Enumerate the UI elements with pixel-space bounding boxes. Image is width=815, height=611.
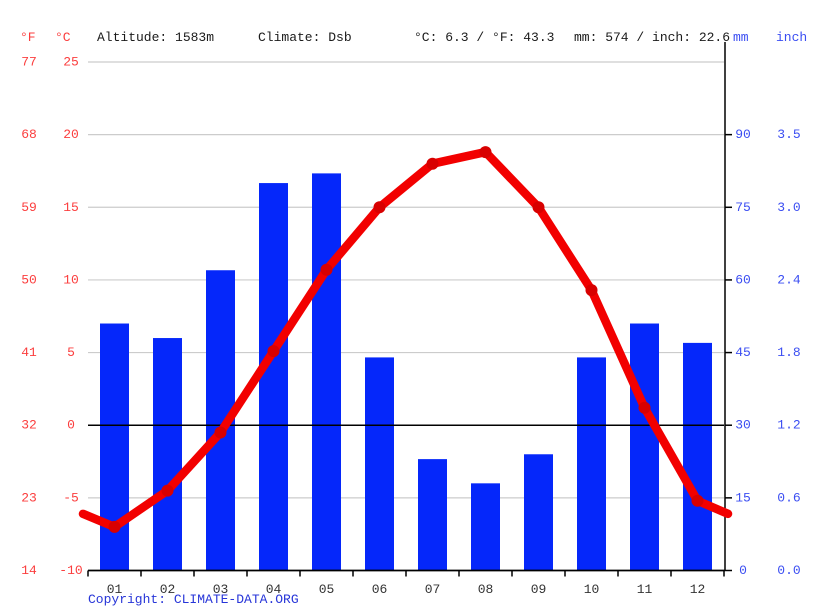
left-axis-f-label: 41 [21, 345, 37, 360]
copyright-label: Copyright: [88, 592, 174, 607]
temperature-marker-01 [108, 520, 121, 533]
right-axis-mm-label: 60 [735, 272, 751, 287]
month-label-07: 07 [425, 582, 441, 597]
right-axis-inch-label: 3.0 [777, 200, 800, 215]
left-axis-f-label: 14 [21, 563, 37, 578]
precipitation-bar-04 [259, 183, 288, 571]
temperature-marker-03 [214, 426, 227, 439]
left-axis-c-label: 10 [63, 272, 79, 287]
right-axis-inch-label: 1.2 [777, 418, 800, 433]
copyright-link[interactable]: CLIMATE-DATA.ORG [173, 592, 299, 607]
right-axis-mm-label: 15 [735, 490, 751, 505]
temperature-marker-04 [267, 345, 280, 358]
right-axis-mm-label: 75 [735, 200, 751, 215]
precipitation-bar-10 [577, 357, 606, 571]
right-axis-mm-label: 45 [735, 345, 751, 360]
celsius-axis-unit-label: °C [55, 30, 71, 45]
right-axis-mm-label: 30 [735, 418, 751, 433]
temperature-marker-11 [638, 401, 651, 414]
month-label-04: 04 [266, 582, 282, 597]
left-axis-c-label: 25 [63, 55, 79, 70]
left-axis-f-label: 77 [21, 55, 37, 70]
temperature-marker-12 [691, 494, 704, 507]
mm-axis-unit-label: mm [733, 30, 749, 45]
right-axis-inch-label: 2.4 [777, 272, 801, 287]
precipitation-bar-08 [471, 483, 500, 571]
precipitation-bar-02 [153, 338, 182, 571]
climate-classification-label: Climate: Dsb [258, 30, 352, 45]
right-axis-mm-label: 90 [735, 127, 751, 142]
month-label-12: 12 [690, 582, 706, 597]
month-label-03: 03 [213, 582, 229, 597]
month-label-05: 05 [319, 582, 335, 597]
temperature-marker-05 [320, 263, 333, 276]
inch-axis-unit-label: inch [776, 30, 808, 45]
left-axis-f-label: 59 [21, 200, 37, 215]
altitude-label: Altitude: 1583m [97, 30, 215, 45]
left-axis-c-label: 15 [63, 200, 79, 215]
precipitation-bar-09 [524, 454, 553, 571]
temperature-marker-08 [479, 146, 492, 159]
temperature-marker-09 [532, 201, 545, 214]
month-label-06: 06 [372, 582, 388, 597]
month-label-09: 09 [531, 582, 547, 597]
month-label-08: 08 [478, 582, 494, 597]
precipitation-bar-06 [365, 357, 394, 571]
right-axis-inch-label: 0.0 [777, 563, 800, 578]
right-axis-inch-label: 3.5 [777, 127, 800, 142]
temperature-line [78, 147, 733, 532]
left-axis-f-label: 32 [21, 418, 37, 433]
month-label-10: 10 [584, 582, 600, 597]
right-axis-inch-label: 0.6 [777, 490, 800, 505]
temperature-marker-02 [161, 484, 174, 497]
month-label-02: 02 [160, 582, 176, 597]
temperature-marker-10 [585, 284, 598, 297]
precipitation-bar-11 [630, 323, 659, 571]
left-axis-f-label: 23 [21, 490, 37, 505]
month-label-11: 11 [637, 582, 653, 597]
month-label-01: 01 [107, 582, 123, 597]
mean-temperature-label: °C: 6.3 / °F: 43.3 [414, 30, 555, 45]
left-axis-c-label: 20 [63, 127, 79, 142]
precipitation-bar-12 [683, 342, 712, 571]
precipitation-bar-07 [418, 459, 447, 571]
left-axis-c-label: -5 [63, 490, 79, 505]
right-axis-inch-label: 1.8 [777, 345, 800, 360]
total-precipitation-label: mm: 574 / inch: 22.6 [574, 30, 731, 45]
left-axis-f-label: 68 [21, 127, 37, 142]
precipitation-bar-05 [312, 173, 341, 571]
temperature-marker-07 [426, 157, 439, 170]
right-axis-mm-label: 0 [739, 563, 747, 578]
left-axis-c-label: 0 [67, 418, 75, 433]
fahrenheit-axis-unit-label: °F [20, 30, 36, 45]
left-axis-f-label: 50 [21, 272, 37, 287]
left-axis-c-label: 5 [67, 345, 75, 360]
precipitation-bar-01 [100, 323, 129, 571]
copyright: Copyright: CLIMATE-DATA.ORG [88, 592, 299, 607]
temperature-marker-06 [373, 201, 386, 214]
left-axis-c-label: -10 [59, 563, 82, 578]
